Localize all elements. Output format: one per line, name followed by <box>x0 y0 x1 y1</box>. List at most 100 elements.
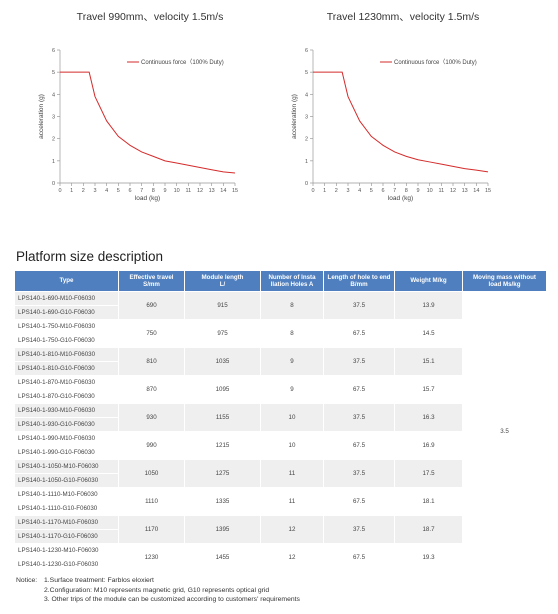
x-tick-label: 14 <box>220 188 226 194</box>
type-cell: LPS140-1-1050-M10-F06030 <box>14 459 119 474</box>
spec-cell: 10 <box>260 431 324 460</box>
spec-cell: 37.5 <box>323 403 395 432</box>
legend-label: Continuous force（100% Duty) <box>141 59 224 66</box>
y-tick-label: 6 <box>305 48 308 54</box>
y-tick-label: 4 <box>305 92 308 98</box>
type-cell: LPS140-1-870-M10-F06030 <box>14 375 119 390</box>
y-tick-label: 3 <box>305 115 308 121</box>
x-tick-label: 1 <box>323 188 326 194</box>
legend-label: Continuous force（100% Duty) <box>394 59 477 66</box>
table-row: LPS140-1-1050-M10-F06030 1050 1275 11 37.5 17… <box>14 459 547 488</box>
chart-title: Travel 1230mm、velocity 1.5m/s <box>327 11 480 23</box>
x-tick-label: 3 <box>93 188 96 194</box>
spec-cell: 870 <box>118 375 185 404</box>
x-tick-label: 2 <box>335 188 338 194</box>
x-tick-label: 4 <box>358 188 361 194</box>
spec-cell: 10 <box>260 403 324 432</box>
type-cell: LPS140-1-930-M10-F06030 <box>14 403 119 418</box>
x-axis-label: load (kg) <box>135 195 160 202</box>
spec-cell: 915 <box>184 291 261 320</box>
spec-cell: 37.5 <box>323 347 395 376</box>
spec-cell: 1155 <box>184 403 261 432</box>
data-line <box>313 71 489 173</box>
x-tick-label: 13 <box>462 188 468 194</box>
header-cell: Moving mass without load Ms/kg <box>462 270 547 292</box>
spec-cell: 37.5 <box>323 459 395 488</box>
spec-cell: 18.7 <box>394 515 463 544</box>
header-cell: Effective travel S/mm <box>118 270 185 292</box>
table-row: LPS140-1-1050-G10-F06030 <box>14 473 547 488</box>
type-cell: LPS140-1-1110-G10-F06030 <box>14 501 119 516</box>
spec-cell: 37.5 <box>323 291 395 320</box>
type-cell: LPS140-1-1230-M10-F06030 <box>14 543 119 558</box>
spec-cell: 9 <box>260 375 324 404</box>
y-axis-label: acceleration (g) <box>38 94 45 139</box>
y-tick-label: 0 <box>305 181 308 187</box>
y-tick-label: 4 <box>52 92 55 98</box>
table-row: LPS140-1-990-M10-F06030 990 1215 10 67.5 16.9 <box>14 431 547 460</box>
x-tick-label: 12 <box>197 188 203 194</box>
table-row: LPS140-1-810-G10-F06030 <box>14 361 547 376</box>
spec-cell: 17.5 <box>394 459 463 488</box>
spec-cell: 1110 <box>118 487 185 516</box>
spec-cell: 1230 <box>118 543 185 572</box>
table-row: LPS140-1-1170-M10-F06030 1170 1395 12 37.5 18… <box>14 515 547 544</box>
spec-cell: 67.5 <box>323 543 395 572</box>
y-tick-label: 0 <box>52 181 55 187</box>
y-tick-label: 2 <box>52 137 55 143</box>
spec-cell: 990 <box>118 431 185 460</box>
section-title: Platform size description <box>16 249 164 264</box>
spec-cell: 37.5 <box>323 515 395 544</box>
x-tick-label: 14 <box>473 188 479 194</box>
table-row: LPS140-1-1230-M10-F06030 1230 1455 12 67.5 19… <box>14 543 547 572</box>
spec-cell: 67.5 <box>323 487 395 516</box>
y-tick-label: 5 <box>52 70 55 76</box>
y-tick-label: 1 <box>305 159 308 165</box>
spec-cell: 67.5 <box>323 375 395 404</box>
table-row: LPS140-1-690-M10-F06030 690 915 8 37.5 13.9 3.… <box>14 291 547 572</box>
note-line: 2.Configuration: M10 represents magnetic… <box>44 586 270 594</box>
header-cell: Weight M/kg <box>394 270 463 292</box>
spec-cell: 8 <box>260 291 324 320</box>
x-tick-label: 3 <box>346 188 349 194</box>
table-row: LPS140-1-750-M10-F06030 750 975 8 67.5 14.5 <box>14 319 547 348</box>
spec-cell: 930 <box>118 403 185 432</box>
table-row: LPS140-1-1230-G10-F06030 <box>14 557 547 572</box>
spec-cell: 16.3 <box>394 403 463 432</box>
spec-cell: 13.9 <box>394 291 463 320</box>
x-tick-label: 7 <box>140 188 143 194</box>
x-tick-label: 1 <box>70 188 73 194</box>
spec-cell: 16.9 <box>394 431 463 460</box>
type-cell: LPS140-1-990-G10-F06030 <box>14 445 119 460</box>
x-tick-label: 5 <box>117 188 120 194</box>
spec-cell: 1395 <box>184 515 261 544</box>
table-row: LPS140-1-1170-G10-F06030 <box>14 529 547 544</box>
type-cell: LPS140-1-1170-M10-F06030 <box>14 515 119 530</box>
table-row: LPS140-1-1110-M10-F06030 1110 1335 11 67.5 18… <box>14 487 547 516</box>
spec-cell: 67.5 <box>323 319 395 348</box>
x-tick-label: 13 <box>209 188 215 194</box>
x-tick-label: 7 <box>393 188 396 194</box>
x-tick-label: 0 <box>58 188 61 194</box>
spec-cell: 15.1 <box>394 347 463 376</box>
spec-cell: 12 <box>260 515 324 544</box>
x-tick-label: 6 <box>381 188 384 194</box>
type-cell: LPS140-1-1110-M10-F06030 <box>14 487 119 502</box>
spec-cell: 1095 <box>184 375 261 404</box>
x-axis-label: load (kg) <box>388 195 413 202</box>
type-cell: LPS140-1-870-G10-F06030 <box>14 389 119 404</box>
note-line: 1.Surface treatment: Farblos eloxiert <box>44 577 154 584</box>
spec-cell: 1035 <box>184 347 261 376</box>
type-cell: LPS140-1-1170-G10-F06030 <box>14 529 119 544</box>
spec-cell: 1050 <box>118 459 185 488</box>
x-tick-label: 15 <box>485 188 491 194</box>
type-cell: LPS140-1-750-G10-F06030 <box>14 333 119 348</box>
spec-cell: 8 <box>260 319 324 348</box>
spec-cell: 11 <box>260 487 324 516</box>
x-tick-label: 2 <box>82 188 85 194</box>
x-tick-label: 11 <box>438 188 444 194</box>
chart-title: Travel 990mm、velocity 1.5m/s <box>77 11 224 23</box>
x-tick-label: 4 <box>105 188 108 194</box>
x-tick-label: 8 <box>405 188 408 194</box>
